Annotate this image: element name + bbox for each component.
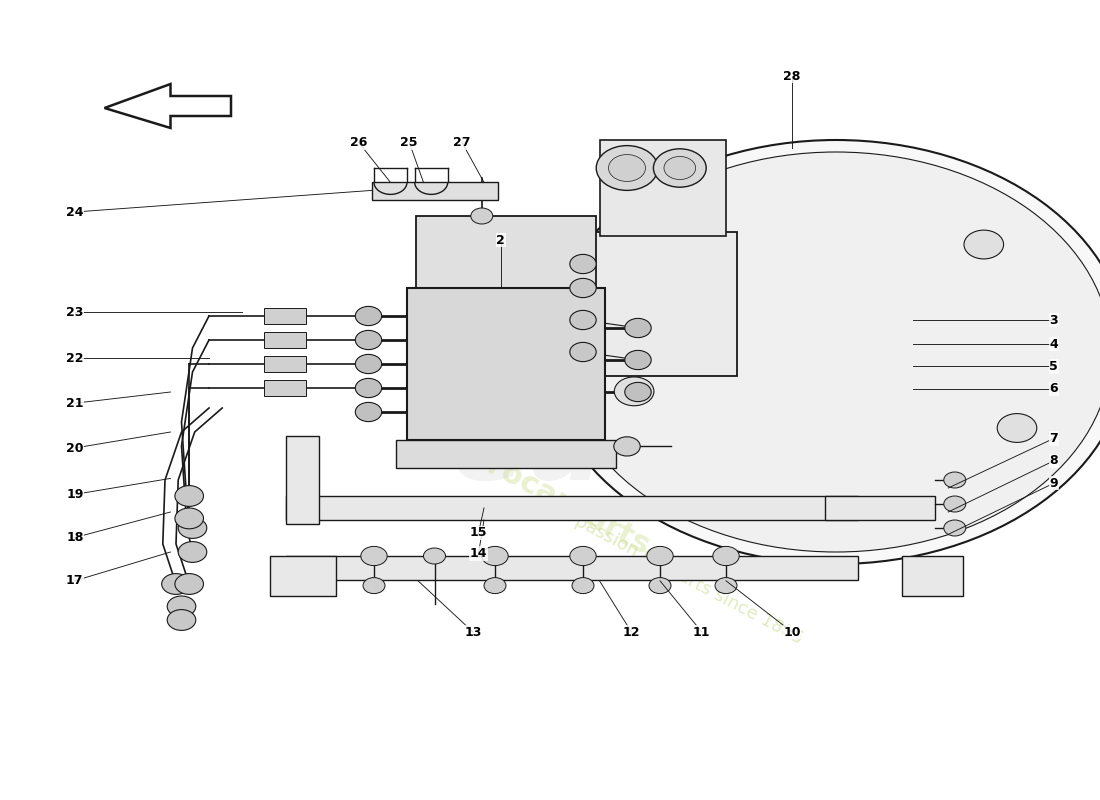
Circle shape bbox=[625, 382, 651, 402]
Circle shape bbox=[570, 310, 596, 330]
Circle shape bbox=[175, 508, 204, 529]
Text: 20: 20 bbox=[66, 442, 84, 454]
Circle shape bbox=[570, 278, 596, 298]
Circle shape bbox=[570, 342, 596, 362]
Circle shape bbox=[175, 486, 204, 506]
Text: 6: 6 bbox=[1049, 382, 1058, 395]
Circle shape bbox=[178, 542, 207, 562]
Circle shape bbox=[944, 496, 966, 512]
Circle shape bbox=[614, 377, 653, 406]
Text: eurocarparts: eurocarparts bbox=[446, 431, 654, 561]
Text: 5: 5 bbox=[1049, 360, 1058, 373]
Circle shape bbox=[471, 208, 493, 224]
Circle shape bbox=[363, 578, 385, 594]
Circle shape bbox=[608, 154, 646, 182]
Bar bbox=[286, 436, 319, 524]
Circle shape bbox=[482, 546, 508, 566]
Bar bbox=[396, 440, 616, 468]
Text: 19: 19 bbox=[66, 488, 84, 501]
Text: a passion for parts since 1885: a passion for parts since 1885 bbox=[558, 504, 806, 648]
Bar bbox=[264, 356, 306, 372]
Circle shape bbox=[625, 318, 651, 338]
Text: 13: 13 bbox=[464, 626, 482, 638]
Bar bbox=[270, 556, 336, 596]
Circle shape bbox=[167, 610, 196, 630]
Text: 22: 22 bbox=[66, 352, 84, 365]
Circle shape bbox=[355, 306, 382, 326]
Circle shape bbox=[944, 472, 966, 488]
Circle shape bbox=[544, 140, 1100, 564]
Bar bbox=[902, 556, 962, 596]
Circle shape bbox=[361, 546, 387, 566]
Circle shape bbox=[596, 146, 658, 190]
Circle shape bbox=[944, 520, 966, 536]
Bar bbox=[600, 140, 726, 236]
Circle shape bbox=[649, 578, 671, 594]
Circle shape bbox=[561, 152, 1100, 552]
Text: 14: 14 bbox=[470, 547, 487, 560]
Text: 12: 12 bbox=[623, 626, 640, 638]
Circle shape bbox=[484, 578, 506, 594]
Text: 28: 28 bbox=[783, 70, 801, 82]
Text: 27: 27 bbox=[453, 136, 471, 149]
Text: 4: 4 bbox=[1049, 338, 1058, 350]
Circle shape bbox=[570, 546, 596, 566]
Bar bbox=[286, 496, 858, 520]
Circle shape bbox=[964, 230, 1003, 259]
Text: 26: 26 bbox=[350, 136, 367, 149]
Text: 24: 24 bbox=[66, 206, 84, 218]
Bar bbox=[825, 496, 935, 520]
Circle shape bbox=[713, 546, 739, 566]
Bar bbox=[264, 380, 306, 396]
Bar bbox=[264, 308, 306, 324]
Circle shape bbox=[998, 414, 1037, 442]
Circle shape bbox=[653, 149, 706, 187]
Text: 3: 3 bbox=[1049, 314, 1058, 326]
Circle shape bbox=[647, 546, 673, 566]
Text: 25: 25 bbox=[400, 136, 418, 149]
Text: 21: 21 bbox=[66, 397, 84, 410]
Bar bbox=[416, 216, 596, 288]
Circle shape bbox=[664, 157, 695, 179]
Circle shape bbox=[355, 330, 382, 350]
Text: 10: 10 bbox=[783, 626, 801, 638]
Circle shape bbox=[355, 354, 382, 374]
Bar bbox=[583, 232, 737, 376]
Text: 11: 11 bbox=[693, 626, 711, 638]
Circle shape bbox=[175, 574, 204, 594]
Circle shape bbox=[715, 578, 737, 594]
Circle shape bbox=[614, 437, 640, 456]
Text: 8: 8 bbox=[1049, 454, 1058, 467]
Bar bbox=[286, 556, 858, 580]
Circle shape bbox=[162, 574, 190, 594]
Bar bbox=[372, 182, 498, 200]
Text: 2: 2 bbox=[496, 234, 505, 246]
Text: 9: 9 bbox=[1049, 477, 1058, 490]
Circle shape bbox=[570, 254, 596, 274]
Circle shape bbox=[167, 596, 196, 617]
Circle shape bbox=[355, 378, 382, 398]
Text: 7: 7 bbox=[1049, 432, 1058, 445]
Text: eu: eu bbox=[451, 394, 605, 502]
Circle shape bbox=[178, 518, 207, 538]
Text: 15: 15 bbox=[470, 526, 487, 539]
Text: 23: 23 bbox=[66, 306, 84, 318]
Text: 18: 18 bbox=[66, 531, 84, 544]
Circle shape bbox=[424, 548, 446, 564]
Circle shape bbox=[572, 578, 594, 594]
Text: es: es bbox=[818, 274, 942, 366]
Circle shape bbox=[625, 350, 651, 370]
Circle shape bbox=[355, 402, 382, 422]
Bar bbox=[264, 332, 306, 348]
Text: 17: 17 bbox=[66, 574, 84, 587]
Bar bbox=[407, 288, 605, 440]
